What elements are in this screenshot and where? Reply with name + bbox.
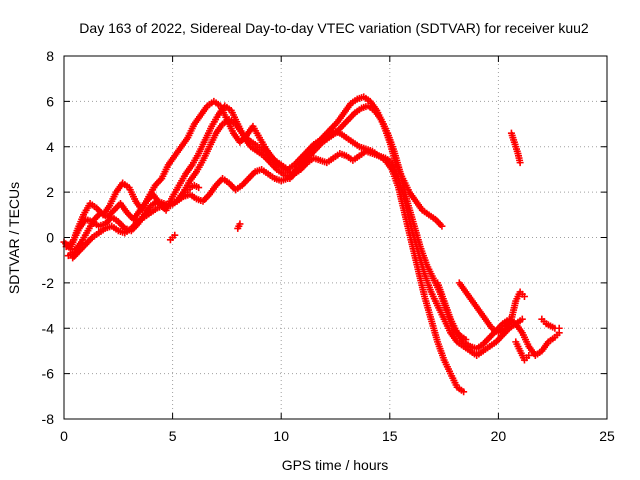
series-track-9 bbox=[512, 338, 533, 364]
data-point bbox=[525, 351, 533, 359]
series-track-6 bbox=[455, 279, 528, 337]
chart-title: Day 163 of 2022, Sidereal Day-to-day VTE… bbox=[79, 20, 589, 36]
x-tick-label: 10 bbox=[273, 428, 289, 444]
y-axis-label: SDTVAR / TECUs bbox=[6, 182, 22, 294]
data-point bbox=[195, 184, 203, 192]
x-tick-label: 5 bbox=[169, 428, 177, 444]
data-point bbox=[516, 159, 524, 167]
axis-ticks bbox=[63, 55, 608, 420]
y-tick-label: -2 bbox=[42, 275, 55, 291]
series-track-7 bbox=[507, 129, 524, 167]
y-tick-label: 8 bbox=[46, 48, 54, 64]
y-tick-label: 4 bbox=[46, 139, 54, 155]
grid-lines bbox=[64, 56, 607, 419]
series-track-4 bbox=[69, 147, 526, 359]
data-point bbox=[438, 222, 446, 230]
series-track-12 bbox=[182, 181, 203, 196]
data-point bbox=[236, 220, 244, 228]
x-tick-label: 0 bbox=[60, 428, 68, 444]
y-tick-labels: -8 -6 -4 -2 0 2 4 6 8 bbox=[42, 48, 55, 427]
series-track-11 bbox=[234, 220, 244, 232]
y-tick-label: 0 bbox=[46, 230, 54, 246]
y-tick-label: 2 bbox=[46, 184, 54, 200]
series-track-10 bbox=[166, 231, 179, 244]
x-tick-labels: 0 5 10 15 20 25 bbox=[60, 428, 615, 444]
data-point bbox=[555, 324, 563, 332]
data-point bbox=[460, 388, 468, 396]
x-axis-label: GPS time / hours bbox=[282, 457, 389, 473]
data-points bbox=[60, 93, 563, 396]
data-point bbox=[518, 315, 526, 323]
y-tick-label: -8 bbox=[42, 411, 55, 427]
series-track-5 bbox=[434, 279, 563, 359]
x-tick-label: 20 bbox=[491, 428, 507, 444]
y-tick-label: -4 bbox=[42, 320, 55, 336]
y-tick-label: 6 bbox=[46, 93, 54, 109]
plot-frame bbox=[63, 55, 608, 420]
series-track-8 bbox=[538, 315, 563, 332]
data-point bbox=[171, 231, 179, 239]
x-tick-label: 15 bbox=[382, 428, 398, 444]
x-tick-label: 25 bbox=[599, 428, 615, 444]
y-tick-label: -6 bbox=[42, 366, 55, 382]
data-point bbox=[520, 292, 528, 300]
series-track-3 bbox=[62, 116, 468, 396]
